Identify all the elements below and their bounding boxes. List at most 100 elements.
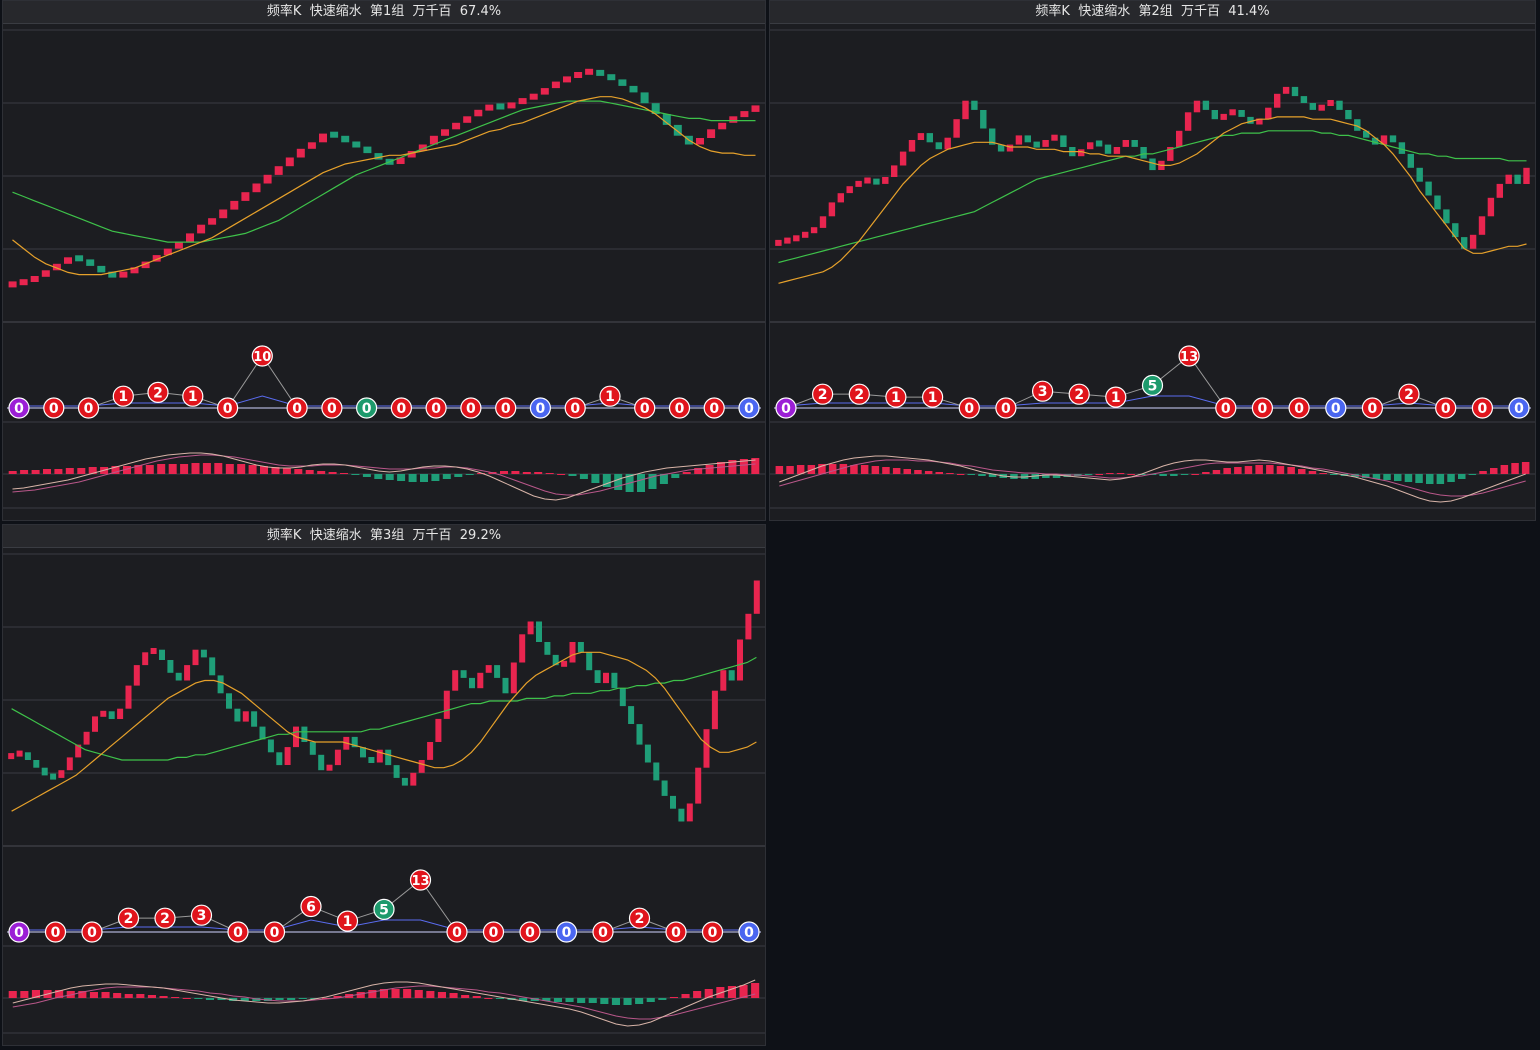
macd-bar [1276, 466, 1285, 474]
macd-bar [1052, 474, 1061, 478]
signal-count-label: 0 [1001, 401, 1011, 417]
candle [8, 281, 17, 288]
macd-bar [935, 472, 943, 474]
candle [1113, 147, 1121, 154]
signal-badge [519, 921, 541, 943]
candle [97, 265, 106, 273]
signal-count-label: 6 [306, 900, 316, 916]
candle [33, 760, 40, 768]
macd-dea-line [12, 454, 756, 496]
macd-bar [727, 986, 736, 998]
candle [569, 642, 576, 663]
candle [318, 754, 325, 771]
macd-bar [465, 474, 474, 475]
candle [217, 675, 224, 694]
macd-bar [145, 465, 154, 474]
signal-badge [77, 397, 100, 419]
candle [603, 672, 609, 684]
signal-badge [321, 397, 343, 419]
candle [1274, 93, 1281, 108]
macd-bar [892, 468, 901, 474]
macd-bar [1202, 472, 1210, 474]
candle [52, 263, 61, 271]
signal-badge [81, 921, 103, 943]
candle [962, 100, 969, 120]
macd-bar [1521, 462, 1530, 474]
candle [1033, 141, 1040, 148]
candle [1167, 147, 1174, 161]
macd-bar [237, 464, 246, 474]
signal-count-label: 0 [223, 401, 233, 417]
signal-count-label: 13 [1180, 350, 1198, 365]
macd-dif-line [779, 455, 1526, 503]
candle [234, 708, 241, 722]
candle [720, 670, 727, 691]
signal-count-label: 0 [51, 925, 61, 941]
candle [352, 141, 361, 148]
signal-badge [1068, 383, 1090, 405]
signal-badge [995, 397, 1017, 419]
macd-bar [568, 474, 577, 476]
candle [507, 102, 516, 109]
signal-badge [356, 397, 378, 419]
candle [133, 665, 140, 686]
candle [935, 142, 942, 150]
macd-bar [828, 464, 837, 474]
signal-connector [1188, 355, 1227, 409]
chart-panel-2: 频率K 快速缩水 第2组 万千百 41.4% 0 2 2 1 1 0 0 3 2 1 5 13 0 0 0 0… [769, 0, 1536, 521]
macd-bar [530, 998, 539, 1001]
candle [1006, 144, 1014, 152]
signal-count-label: 1 [188, 389, 198, 405]
candle [619, 688, 626, 707]
macd-bar [101, 992, 110, 998]
candle [208, 218, 217, 225]
candle [636, 724, 643, 745]
chart-svg: 0 0 0 2 2 3 0 0 6 1 5 13 0 0 0 0 0 2 0 0 0 [3, 553, 765, 1034]
candle [640, 92, 649, 104]
candle [435, 718, 442, 742]
candle [917, 133, 925, 140]
macd-bar [240, 998, 249, 1001]
candle [251, 711, 258, 727]
signal-badge [1508, 397, 1530, 419]
candle [351, 736, 358, 748]
signal-badge [1435, 397, 1457, 419]
signal-count-label: 0 [501, 401, 511, 417]
candle [551, 81, 560, 89]
signal-count-label: 0 [1514, 401, 1524, 417]
signal-badge [300, 895, 322, 918]
signal-badge [495, 397, 517, 419]
signal-badge [738, 397, 760, 419]
candle [1478, 216, 1486, 235]
signal-count-label: 0 [525, 925, 535, 941]
macd-bar [1362, 474, 1370, 478]
ma-fast-line [778, 116, 1527, 284]
macd-bar [282, 468, 291, 474]
candle [718, 122, 727, 130]
candle [307, 142, 316, 149]
signal-count-label: 0 [744, 401, 754, 417]
macd-bar [385, 474, 394, 480]
signal-count-label: 1 [605, 389, 615, 405]
candle [41, 767, 48, 776]
candle [1354, 119, 1361, 131]
candle [427, 742, 434, 760]
signal-badge [286, 397, 308, 419]
candle [1336, 100, 1343, 110]
candle [119, 271, 128, 278]
candle [864, 177, 871, 184]
candle [463, 116, 472, 123]
candle [1060, 135, 1067, 147]
candle [443, 690, 450, 719]
macd-bar [705, 465, 714, 474]
candle [751, 105, 760, 112]
candle [83, 731, 90, 745]
macd-dif-line [12, 452, 756, 501]
candle [696, 138, 704, 145]
macd-bar [356, 992, 365, 998]
macd-bar [1180, 474, 1189, 475]
macd-bar [1500, 465, 1509, 474]
signal-badge [738, 921, 760, 943]
candle [477, 672, 484, 689]
signal-count-label: 0 [270, 925, 280, 941]
